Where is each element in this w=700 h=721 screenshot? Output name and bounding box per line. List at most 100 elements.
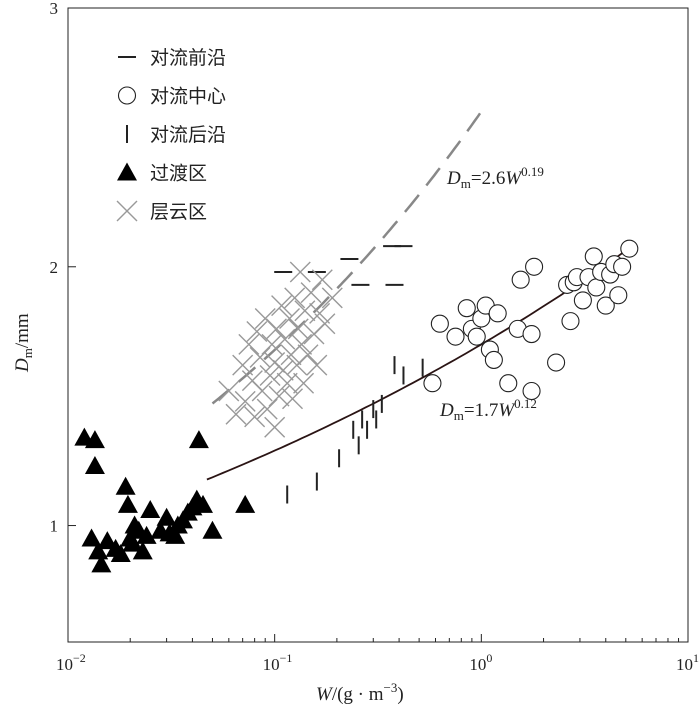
stratiform-point xyxy=(279,308,301,330)
transition-point xyxy=(81,528,102,547)
center-point xyxy=(613,257,632,276)
transition-point xyxy=(110,544,131,563)
stratiform-point xyxy=(232,354,254,376)
stratiform-point xyxy=(284,287,306,309)
legend-marker-circle xyxy=(117,86,137,105)
center-point xyxy=(525,257,544,276)
x-axis-label: W/(g · m−3) xyxy=(316,680,404,705)
data-points xyxy=(74,239,639,573)
x-tick-label: 10−1 xyxy=(263,651,293,674)
transition-point xyxy=(117,494,138,513)
transition-point xyxy=(136,525,157,544)
transition-point xyxy=(192,494,213,513)
convective-front-fit xyxy=(211,110,483,405)
transition-point xyxy=(97,531,118,550)
transition-point xyxy=(122,533,143,552)
stratiform-point xyxy=(246,320,268,342)
stratiform-point xyxy=(225,403,247,425)
stratiform-point xyxy=(306,354,328,376)
stratiform-point xyxy=(259,364,281,386)
fit-lines xyxy=(206,110,630,481)
stratiform-point xyxy=(218,380,240,402)
center-point xyxy=(499,374,518,393)
transition-point xyxy=(140,500,161,519)
center-point xyxy=(484,350,503,369)
stratiform-point xyxy=(300,282,322,304)
stratiform-point xyxy=(234,390,256,412)
x-tick-label: 100 xyxy=(469,651,492,674)
stratiform-point xyxy=(282,388,304,410)
stratiform-point xyxy=(265,318,287,340)
transition-point xyxy=(91,554,112,573)
transition-point xyxy=(115,476,136,495)
transition-point xyxy=(132,541,153,560)
center-point xyxy=(423,374,442,393)
center-point xyxy=(620,239,639,258)
transition-point xyxy=(235,494,256,513)
x-tick-label: 10−2 xyxy=(56,651,86,674)
stratiform-point xyxy=(268,385,290,407)
center-point xyxy=(488,304,507,323)
center-point xyxy=(522,325,541,344)
legend-label: 对流后沿 xyxy=(150,124,226,146)
stratiform-point xyxy=(251,380,273,402)
stratiform-point xyxy=(291,333,313,355)
convective-center-fit xyxy=(206,247,630,481)
center-point xyxy=(511,270,530,289)
stratiform-point xyxy=(256,398,278,420)
y-tick-label: 2 xyxy=(50,258,59,277)
transition-point xyxy=(202,520,223,539)
legend-marker-cross xyxy=(116,200,138,222)
stratiform-point xyxy=(264,416,286,438)
legend-label: 过渡区 xyxy=(150,163,207,185)
plot-frame xyxy=(67,7,689,643)
stratiform-point xyxy=(261,333,283,355)
stratiform-point xyxy=(276,372,298,394)
stratiform-point xyxy=(244,406,266,428)
stratiform-point xyxy=(289,261,311,283)
stratiform-point xyxy=(321,287,343,309)
legend-label: 层云区 xyxy=(150,201,207,223)
x-tick-label: 101 xyxy=(676,651,699,674)
center-point xyxy=(609,286,628,305)
transition-point xyxy=(165,525,186,544)
transition-point xyxy=(188,430,209,449)
center-point xyxy=(547,353,566,372)
stratiform-point xyxy=(238,333,260,355)
stratiform-point xyxy=(293,372,315,394)
transition-point xyxy=(84,456,105,475)
center-point xyxy=(596,296,615,315)
y-axis-label: Dm/mm xyxy=(12,313,35,373)
center-point xyxy=(430,314,449,333)
fit-equation-center: Dm=1.7W0.12 xyxy=(439,396,537,423)
stratiform-point xyxy=(249,346,271,368)
stratiform-point xyxy=(294,300,316,322)
transition-point xyxy=(84,430,105,449)
center-point xyxy=(467,327,486,346)
stratiform-point xyxy=(272,359,294,381)
center-point xyxy=(587,278,606,297)
legend-label: 对流中心 xyxy=(150,86,226,108)
transition-point xyxy=(88,541,109,560)
fit-equation-front: Dm=2.6W0.19 xyxy=(446,164,544,191)
center-point xyxy=(573,291,592,310)
legend-marker-triangle xyxy=(117,162,137,181)
center-point xyxy=(522,381,541,401)
stratiform-point xyxy=(271,295,293,317)
center-point xyxy=(457,299,476,318)
legend-label: 对流前沿 xyxy=(150,47,226,69)
axis-ticks: 10−2 10−1 100 101 1 2 3 xyxy=(50,0,700,674)
transition-point xyxy=(156,507,177,526)
stratiform-point xyxy=(311,269,333,291)
stratiform-point xyxy=(297,344,319,366)
stratiform-point xyxy=(314,313,336,335)
stratiform-point xyxy=(287,318,309,340)
center-point xyxy=(446,327,465,346)
center-point xyxy=(584,247,603,266)
center-point xyxy=(561,312,580,331)
y-tick-label: 1 xyxy=(50,517,59,536)
stratiform-point xyxy=(274,328,296,350)
